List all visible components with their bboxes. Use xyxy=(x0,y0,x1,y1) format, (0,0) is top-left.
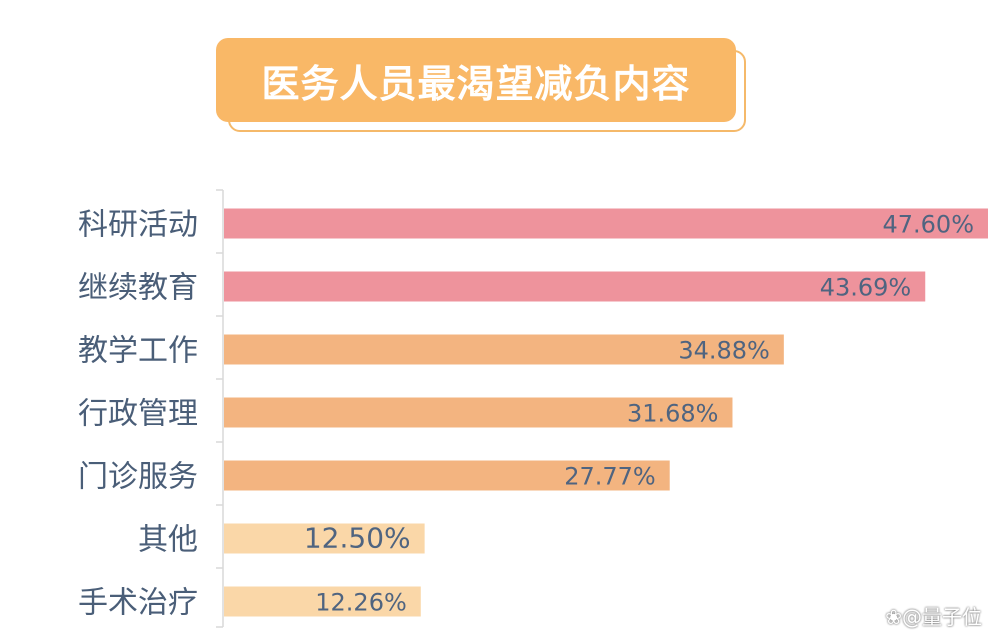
paw-icon: ❀ xyxy=(885,605,902,629)
watermark-at: @ xyxy=(902,605,922,629)
watermark-text: 量子位 xyxy=(922,605,982,629)
chart-title: 医务人员最渴望减负内容 xyxy=(261,61,691,106)
bar-2 xyxy=(224,271,926,302)
chart-title-banner: 医务人员最渴望减负内容 xyxy=(216,38,748,134)
value-label: 43.69% xyxy=(820,274,912,302)
category-label: 手术治疗 xyxy=(78,586,198,621)
bar-1 xyxy=(224,208,988,239)
bar-6 xyxy=(224,523,425,554)
category-label: 门诊服务 xyxy=(78,460,198,495)
watermark: ❀@量子位 xyxy=(885,601,982,630)
category-label: 继续教育 xyxy=(78,271,198,306)
category-label: 教学工作 xyxy=(78,334,198,369)
bar-3 xyxy=(224,334,784,365)
bar-5 xyxy=(224,460,670,491)
value-label: 34.88% xyxy=(678,337,770,365)
value-label: 12.26% xyxy=(315,589,407,617)
value-label: 47.60% xyxy=(882,211,974,239)
category-label: 其他 xyxy=(138,523,198,558)
category-label: 科研活动 xyxy=(78,208,198,243)
bar-7 xyxy=(224,586,421,617)
value-label: 27.77% xyxy=(564,463,656,491)
category-label: 行政管理 xyxy=(78,397,198,432)
value-label: 12.50% xyxy=(304,522,411,555)
bar-4 xyxy=(224,397,733,428)
value-label: 31.68% xyxy=(627,400,719,428)
title-banner-box: 医务人员最渴望减负内容 xyxy=(216,38,736,122)
